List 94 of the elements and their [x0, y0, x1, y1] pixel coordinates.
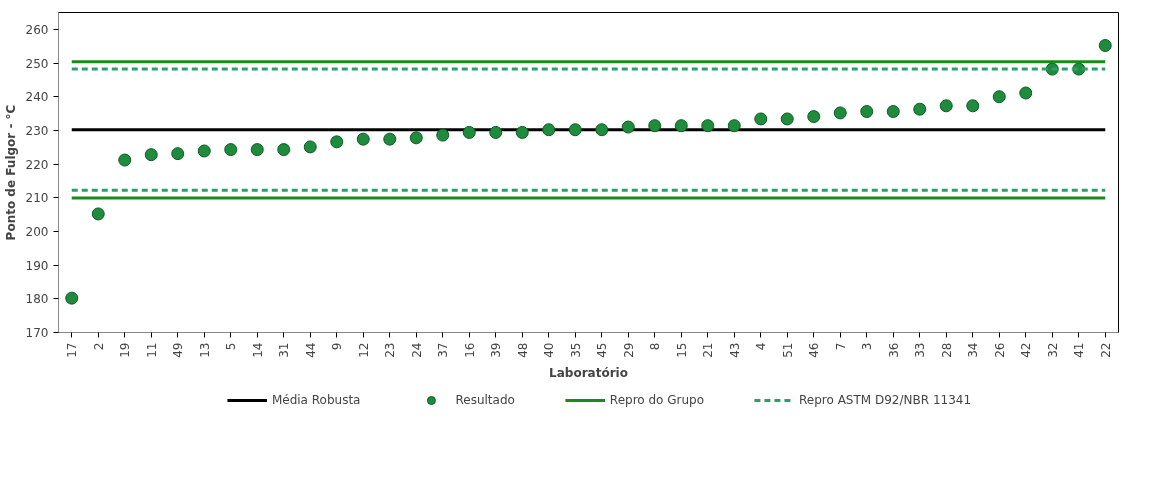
- point: [780, 112, 794, 126]
- x-tick-label: 5: [224, 342, 239, 351]
- x-tick-label: 46: [807, 342, 822, 358]
- y-tick-label: 250: [25, 56, 49, 71]
- point: [91, 207, 105, 221]
- x-tick-label: 3: [860, 342, 875, 351]
- point: [65, 291, 79, 305]
- point: [913, 102, 927, 116]
- x-tick-label: 11: [144, 342, 159, 358]
- x-tick-label: 13: [197, 342, 212, 358]
- point: [886, 105, 900, 119]
- x-tick-label: 43: [727, 342, 742, 358]
- y-tick-label: 220: [25, 157, 49, 172]
- legend-label: Resultado: [455, 393, 515, 407]
- x-tick-label: 8: [648, 342, 663, 351]
- point: [860, 105, 874, 119]
- y-tick-label: 210: [25, 191, 49, 206]
- point: [568, 123, 582, 137]
- x-tick-label: 49: [171, 342, 186, 358]
- point: [515, 125, 529, 139]
- point: [489, 125, 503, 139]
- x-tick-label: 42: [1019, 342, 1034, 358]
- x-tick-label: 29: [621, 342, 636, 358]
- y-tick-label: 190: [25, 258, 49, 273]
- point: [1098, 39, 1112, 52]
- point: [330, 135, 344, 149]
- x-tick-label: 39: [489, 342, 504, 358]
- x-tick-label: 4: [754, 342, 769, 351]
- y-axis-title: Ponto de Fulgor - °C: [3, 104, 18, 241]
- legend-label: Repro do Grupo: [609, 393, 705, 407]
- point: [277, 143, 291, 157]
- x-tick-label: 12: [356, 342, 371, 358]
- point: [356, 132, 370, 146]
- point: [992, 90, 1006, 104]
- x-tick-label: 7: [833, 342, 848, 351]
- point: [409, 131, 423, 145]
- x-tick-label: 22: [1098, 342, 1113, 358]
- point: [674, 119, 688, 133]
- x-tick-label: 34: [966, 342, 981, 358]
- x-tick-label: 37: [436, 342, 451, 358]
- x-tick-label: 23: [383, 342, 398, 358]
- point: [727, 119, 741, 133]
- x-tick-label: 41: [1072, 342, 1087, 358]
- point: [1019, 86, 1033, 100]
- point: [621, 120, 635, 134]
- point: [462, 125, 476, 139]
- x-tick-label: 51: [780, 342, 795, 358]
- y-tick-label: 230: [25, 123, 49, 138]
- point: [171, 147, 185, 161]
- point: [807, 110, 821, 124]
- point: [303, 140, 317, 154]
- point: [966, 99, 980, 113]
- legend-label: Média Robusta: [271, 393, 361, 407]
- x-tick-label: 28: [939, 342, 954, 358]
- point: [542, 123, 556, 137]
- x-axis-title: Laboratório: [549, 365, 628, 380]
- point: [250, 143, 264, 157]
- x-tick-label: 19: [118, 342, 133, 358]
- point: [436, 128, 450, 142]
- point: [754, 112, 768, 126]
- x-tick-label: 40: [542, 342, 557, 358]
- x-tick-label: 14: [250, 342, 265, 358]
- x-tick-label: 26: [992, 342, 1007, 358]
- x-tick-label: 36: [886, 342, 901, 358]
- x-tick-label: 45: [595, 342, 610, 358]
- point: [383, 132, 397, 146]
- y-tick-label: 200: [25, 224, 49, 239]
- point: [197, 144, 211, 158]
- legend-label: Repro ASTM D92/NBR 11341: [799, 393, 972, 407]
- x-tick-label: 15: [674, 342, 689, 358]
- x-tick-label: 2: [91, 342, 106, 351]
- x-tick-label: 35: [568, 342, 583, 358]
- point: [224, 143, 238, 157]
- x-tick-label: 17: [65, 342, 80, 358]
- point: [701, 119, 715, 133]
- point: [144, 148, 158, 162]
- x-tick-label: 16: [462, 342, 477, 358]
- x-tick-label: 9: [330, 342, 345, 351]
- x-tick-label: 31: [277, 342, 292, 358]
- point: [939, 99, 953, 113]
- x-tick-label: 21: [701, 342, 716, 358]
- point: [118, 153, 132, 167]
- y-tick-label: 240: [25, 90, 49, 105]
- point: [595, 123, 609, 137]
- x-tick-label: 32: [1045, 342, 1060, 358]
- y-tick-label: 170: [25, 326, 49, 340]
- x-tick-label: 44: [303, 342, 318, 358]
- x-tick-label: 48: [515, 342, 530, 358]
- point: [648, 119, 662, 133]
- x-tick-label: 33: [913, 342, 928, 358]
- x-tick-label: 24: [409, 342, 424, 358]
- y-tick-label: 180: [25, 292, 49, 307]
- point: [833, 106, 847, 120]
- y-tick-label: 260: [25, 22, 49, 37]
